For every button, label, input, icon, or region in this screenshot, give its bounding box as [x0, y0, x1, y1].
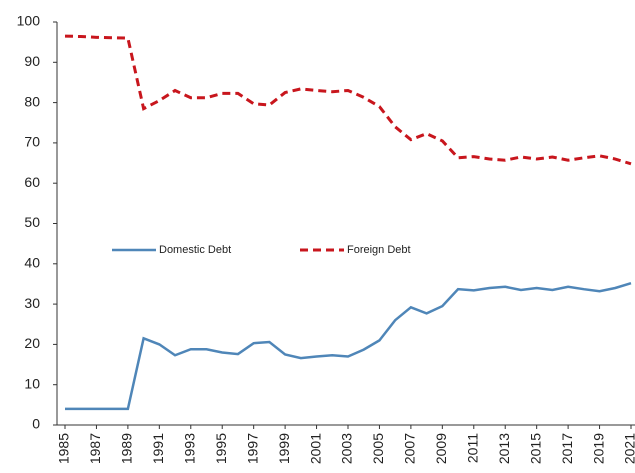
- x-tick-label: 2013: [496, 433, 512, 464]
- x-tick-label: 1991: [150, 433, 166, 464]
- x-tick-label: 2001: [307, 433, 323, 464]
- x-tick-label: 1999: [276, 433, 292, 464]
- y-tick-label: 100: [17, 13, 41, 29]
- y-tick-label: 90: [24, 53, 40, 69]
- x-tick-label: 1989: [119, 433, 135, 464]
- y-tick-label: 0: [32, 416, 40, 432]
- x-tick-label: 2011: [464, 433, 480, 463]
- x-tick-label: 1995: [213, 433, 229, 464]
- x-tick-label: 2017: [559, 433, 575, 464]
- y-tick-label: 40: [24, 255, 40, 271]
- x-tick-label: 2007: [402, 433, 418, 464]
- series-line: [64, 34, 632, 166]
- x-tick-label: 2015: [527, 433, 543, 464]
- y-tick-label: 50: [24, 214, 40, 230]
- x-tick-label: 2019: [590, 433, 606, 464]
- x-tick-label: 1993: [181, 433, 197, 464]
- y-tick-label: 80: [24, 93, 40, 109]
- x-tick-label: 1997: [244, 433, 260, 464]
- series-line: [65, 281, 632, 411]
- y-tick-label: 30: [24, 295, 40, 311]
- x-tick-label: 2021: [622, 433, 635, 464]
- legend-label: Domestic Debt: [159, 244, 231, 256]
- legend-label: Foreign Debt: [347, 244, 411, 256]
- x-tick-label: 2009: [433, 433, 449, 464]
- x-tick-label: 1985: [56, 433, 72, 464]
- y-tick-label: 70: [24, 134, 40, 150]
- x-tick-label: 2005: [370, 433, 386, 464]
- x-tick-label: 2003: [339, 433, 355, 464]
- x-tick-label: 1987: [87, 433, 103, 464]
- y-tick-label: 10: [24, 375, 40, 391]
- y-tick-label: 20: [24, 335, 40, 351]
- y-tick-label: 60: [24, 174, 40, 190]
